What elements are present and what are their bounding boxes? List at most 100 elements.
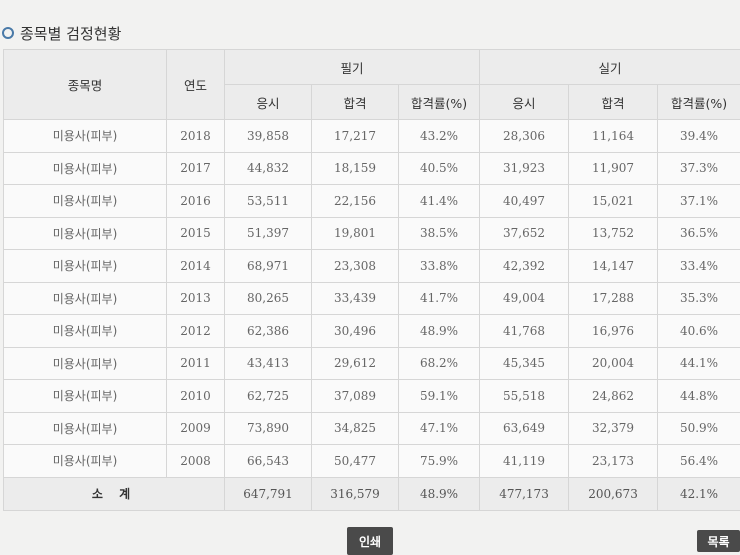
- cell-written-passed: 19,801: [311, 216, 399, 250]
- total-practical-passed: 200,673: [568, 476, 659, 511]
- cell-written-pass-rate: 68.2%: [397, 346, 481, 380]
- cell-year: 2012: [166, 314, 225, 348]
- cell-written-applicants: 62,386: [224, 314, 312, 348]
- cell-practical-passed: 23,173: [568, 444, 659, 478]
- table-row: 미용사(피부) 2018 39,858 17,217 43.2% 28,306 …: [3, 119, 740, 153]
- cell-year: 2011: [166, 346, 225, 380]
- cell-practical-passed: 11,164: [568, 119, 659, 153]
- cell-practical-applicants: 37,652: [479, 216, 570, 250]
- cell-practical-passed: 16,976: [568, 314, 659, 348]
- table-row: 미용사(피부) 2013 80,265 33,439 41.7% 49,004 …: [3, 281, 740, 315]
- total-row: 소 계 647,791 316,579 48.9% 477,173 200,67…: [3, 476, 740, 511]
- cell-item: 미용사(피부): [3, 411, 167, 445]
- cell-year: 2014: [166, 249, 225, 283]
- cell-practical-passed: 17,288: [568, 281, 659, 315]
- cell-item: 미용사(피부): [3, 119, 167, 153]
- cell-year: 2009: [166, 411, 225, 445]
- cell-item: 미용사(피부): [3, 346, 167, 380]
- header-practical-passed: 합격: [568, 84, 659, 120]
- cell-practical-pass-rate: 33.4%: [657, 249, 740, 283]
- header-written-passed: 합격: [311, 84, 399, 120]
- cell-practical-applicants: 40,497: [479, 184, 570, 218]
- cell-item: 미용사(피부): [3, 216, 167, 250]
- cell-written-pass-rate: 40.5%: [397, 151, 481, 185]
- header-practical-applicants: 응시: [479, 84, 570, 120]
- table-row: 미용사(피부) 2014 68,971 23,308 33.8% 42,392 …: [3, 249, 740, 283]
- cell-practical-passed: 13,752: [568, 216, 659, 250]
- table-row: 미용사(피부) 2008 66,543 50,477 75.9% 41,119 …: [3, 444, 740, 478]
- circle-bullet-icon: [2, 27, 14, 39]
- cell-practical-applicants: 55,518: [479, 379, 570, 413]
- exam-stats-table: 종목명 연도 필기 실기 응시 합격 합격률(%) 응시 합격 합격률(%) 미…: [3, 49, 740, 511]
- table-row: 미용사(피부) 2010 62,725 37,089 59.1% 55,518 …: [3, 379, 740, 413]
- cell-practical-applicants: 41,768: [479, 314, 570, 348]
- cell-practical-applicants: 49,004: [479, 281, 570, 315]
- cell-written-applicants: 73,890: [224, 411, 312, 445]
- cell-written-applicants: 51,397: [224, 216, 312, 250]
- cell-year: 2016: [166, 184, 225, 218]
- cell-written-passed: 18,159: [311, 151, 399, 185]
- cell-practical-pass-rate: 44.1%: [657, 346, 740, 380]
- header-year: 연도: [166, 49, 225, 120]
- cell-written-pass-rate: 43.2%: [397, 119, 481, 153]
- cell-practical-passed: 15,021: [568, 184, 659, 218]
- section-title-bar: 종목별 검정현황: [0, 20, 121, 46]
- cell-practical-passed: 20,004: [568, 346, 659, 380]
- table-row: 미용사(피부) 2017 44,832 18,159 40.5% 31,923 …: [3, 151, 740, 185]
- cell-practical-pass-rate: 50.9%: [657, 411, 740, 445]
- cell-written-applicants: 62,725: [224, 379, 312, 413]
- cell-written-pass-rate: 59.1%: [397, 379, 481, 413]
- print-button[interactable]: 인쇄: [347, 527, 393, 555]
- cell-practical-applicants: 42,392: [479, 249, 570, 283]
- cell-item: 미용사(피부): [3, 249, 167, 283]
- cell-written-passed: 22,156: [311, 184, 399, 218]
- cell-item: 미용사(피부): [3, 184, 167, 218]
- header-item: 종목명: [3, 49, 167, 120]
- cell-written-passed: 34,825: [311, 411, 399, 445]
- table-row: 미용사(피부) 2012 62,386 30,496 48.9% 41,768 …: [3, 314, 740, 348]
- cell-written-pass-rate: 47.1%: [397, 411, 481, 445]
- cell-written-passed: 50,477: [311, 444, 399, 478]
- cell-practical-applicants: 31,923: [479, 151, 570, 185]
- cell-practical-applicants: 45,345: [479, 346, 570, 380]
- header-written-applicants: 응시: [224, 84, 312, 120]
- list-button[interactable]: 목록: [697, 530, 740, 552]
- header-written-pass-rate: 합격률(%): [397, 84, 481, 120]
- cell-practical-pass-rate: 40.6%: [657, 314, 740, 348]
- cell-written-passed: 33,439: [311, 281, 399, 315]
- cell-written-passed: 23,308: [311, 249, 399, 283]
- section-title: 종목별 검정현황: [20, 24, 122, 43]
- cell-written-applicants: 53,511: [224, 184, 312, 218]
- cell-item: 미용사(피부): [3, 314, 167, 348]
- cell-written-passed: 29,612: [311, 346, 399, 380]
- cell-written-passed: 30,496: [311, 314, 399, 348]
- table-row: 미용사(피부) 2011 43,413 29,612 68.2% 45,345 …: [3, 346, 740, 380]
- cell-year: 2008: [166, 444, 225, 478]
- cell-written-pass-rate: 33.8%: [397, 249, 481, 283]
- cell-item: 미용사(피부): [3, 151, 167, 185]
- cell-written-pass-rate: 41.4%: [397, 184, 481, 218]
- total-practical-pass-rate: 42.1%: [657, 476, 740, 511]
- cell-written-applicants: 80,265: [224, 281, 312, 315]
- cell-practical-passed: 11,907: [568, 151, 659, 185]
- cell-item: 미용사(피부): [3, 444, 167, 478]
- cell-practical-applicants: 63,649: [479, 411, 570, 445]
- cell-year: 2013: [166, 281, 225, 315]
- cell-written-passed: 17,217: [311, 119, 399, 153]
- cell-practical-pass-rate: 36.5%: [657, 216, 740, 250]
- cell-written-pass-rate: 41.7%: [397, 281, 481, 315]
- cell-practical-pass-rate: 37.1%: [657, 184, 740, 218]
- total-practical-applicants: 477,173: [479, 476, 570, 511]
- cell-year: 2015: [166, 216, 225, 250]
- cell-practical-applicants: 41,119: [479, 444, 570, 478]
- cell-practical-applicants: 28,306: [479, 119, 570, 153]
- total-written-applicants: 647,791: [224, 476, 312, 511]
- cell-written-applicants: 44,832: [224, 151, 312, 185]
- cell-practical-passed: 24,862: [568, 379, 659, 413]
- total-written-pass-rate: 48.9%: [397, 476, 481, 511]
- cell-written-pass-rate: 48.9%: [397, 314, 481, 348]
- cell-practical-pass-rate: 56.4%: [657, 444, 740, 478]
- header-practical: 실기: [479, 49, 740, 85]
- total-written-passed: 316,579: [311, 476, 399, 511]
- table-row: 미용사(피부) 2016 53,511 22,156 41.4% 40,497 …: [3, 184, 740, 218]
